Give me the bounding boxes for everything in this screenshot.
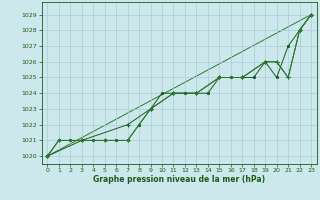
X-axis label: Graphe pression niveau de la mer (hPa): Graphe pression niveau de la mer (hPa) bbox=[93, 175, 265, 184]
